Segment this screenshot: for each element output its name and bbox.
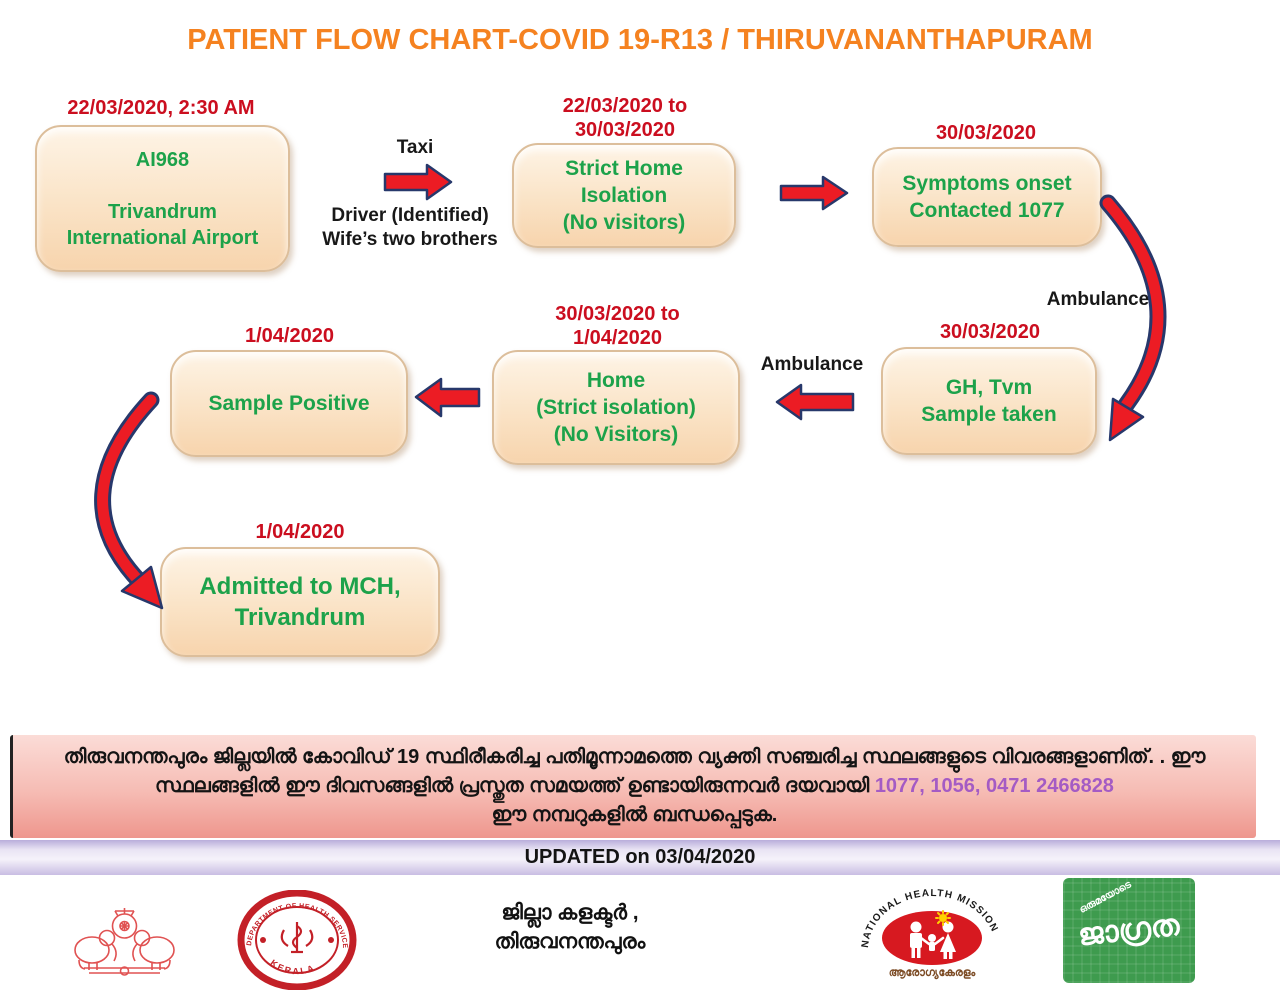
flow-node-text: AI968 Trivandrum International Airport bbox=[66, 148, 259, 249]
driver-label: Driver (Identified) Wife’s two brothers bbox=[322, 205, 498, 250]
flow-node-text: Sample Positive bbox=[208, 391, 370, 415]
notice-panel: തിരുവനന്തപുരം ജില്ലയിൽ കോവിഡ് 19 സ്ഥിരീക… bbox=[10, 735, 1256, 838]
flow-node-text: Symptoms onset Contacted 1077 bbox=[902, 171, 1072, 222]
node-date-gh: 30/03/2020 bbox=[939, 321, 1041, 343]
flow-node-text: GH, Tvm Sample taken bbox=[921, 375, 1057, 426]
page-title: PATIENT FLOW CHART-COVID 19-R13 / THIRUV… bbox=[187, 24, 1093, 56]
notice-line-2-text: സ്ഥലങ്ങളിൽ ഈ ദിവസങ്ങളിൽ പ്രസ്തുത സമയത്ത്… bbox=[155, 775, 875, 797]
flow-node-gh: GH, Tvm Sample taken bbox=[881, 347, 1097, 455]
notice-phone-numbers: 1077, 1056, 0471 2466828 bbox=[874, 775, 1114, 797]
gh-to-home-arrow bbox=[775, 383, 855, 421]
jagratha-small-text: ഒരുമയോടെ bbox=[1077, 879, 1134, 916]
flow-node-isolation: Strict Home Isolation (No visitors) bbox=[512, 143, 736, 248]
notice-line-2: സ്ഥലങ്ങളിൽ ഈ ദിവസങ്ങളിൽ പ്രസ്തുത സമയത്ത്… bbox=[155, 774, 1114, 799]
flow-node-airport: AI968 Trivandrum International Airport bbox=[35, 125, 290, 272]
taxi-arrow bbox=[383, 163, 453, 201]
svg-text:KERALA: KERALA bbox=[268, 958, 317, 977]
ambulance-label-left: Ambulance bbox=[760, 354, 864, 375]
nhm-below-text: ആരോഗ്യകേരളം bbox=[889, 967, 976, 980]
flow-node-mch: Admitted to MCH, Trivandrum bbox=[160, 547, 440, 657]
positive-to-mch-arrow bbox=[94, 391, 164, 610]
node-date-airport: 22/03/2020, 2:30 AM bbox=[67, 97, 255, 119]
kerala-govt-emblem-icon bbox=[74, 908, 175, 976]
flow-node-symptoms: Symptoms onset Contacted 1077 bbox=[872, 147, 1102, 247]
dhs-seal-arc-bottom: KERALA bbox=[268, 958, 315, 977]
node-date-symptoms: 30/03/2020 bbox=[935, 122, 1037, 144]
notice-line-1: തിരുവനന്തപുരം ജില്ലയിൽ കോവിഡ് 19 സ്ഥിരീക… bbox=[63, 746, 1206, 768]
nhm-logo-icon: NATIONAL HEALTH MISSION ആരോഗ്യകേരളം bbox=[860, 888, 999, 980]
taxi-label: Taxi bbox=[396, 137, 434, 158]
notice-line-3: ഈ നമ്പറുകളിൽ ബന്ധപ്പെടുക. bbox=[491, 804, 778, 826]
flow-node-text: Admitted to MCH, Trivandrum bbox=[199, 572, 401, 631]
node-date-isolation: 22/03/2020 to 30/03/2020 bbox=[562, 95, 688, 141]
dhs-kerala-seal-icon: DEPARTMENT OF HEALTH SERVICES KERALA bbox=[237, 890, 357, 990]
ambulance-label-down: Ambulance bbox=[1046, 289, 1150, 310]
isolation-to-symptoms-arrow bbox=[779, 175, 849, 211]
node-date-mch: 1/04/2020 bbox=[255, 521, 345, 543]
home-to-positive-arrow bbox=[414, 377, 481, 418]
jagratha-logo-icon: ഒരുമയോടെ ജാഗ്രത bbox=[1063, 878, 1195, 983]
node-date-home: 30/03/2020 to 1/04/2020 bbox=[555, 303, 680, 349]
node-date-positive: 1/04/2020 bbox=[245, 325, 334, 347]
flow-node-text: Strict Home Isolation (No visitors) bbox=[562, 156, 686, 235]
flow-node-positive: Sample Positive bbox=[170, 350, 408, 457]
collector-text: ജില്ലാ കളക്ടർ , തിരുവനന്തപുരം bbox=[494, 901, 646, 954]
ambulance-down-arrow bbox=[1099, 194, 1167, 442]
updated-banner: UPDATED on 03/04/2020 bbox=[0, 840, 1280, 875]
flow-node-text: Home (Strict isolation) (No Visitors) bbox=[536, 368, 696, 447]
jagratha-main-text: ജാഗ്രത bbox=[1076, 908, 1182, 952]
flow-node-home: Home (Strict isolation) (No Visitors) bbox=[492, 350, 740, 465]
